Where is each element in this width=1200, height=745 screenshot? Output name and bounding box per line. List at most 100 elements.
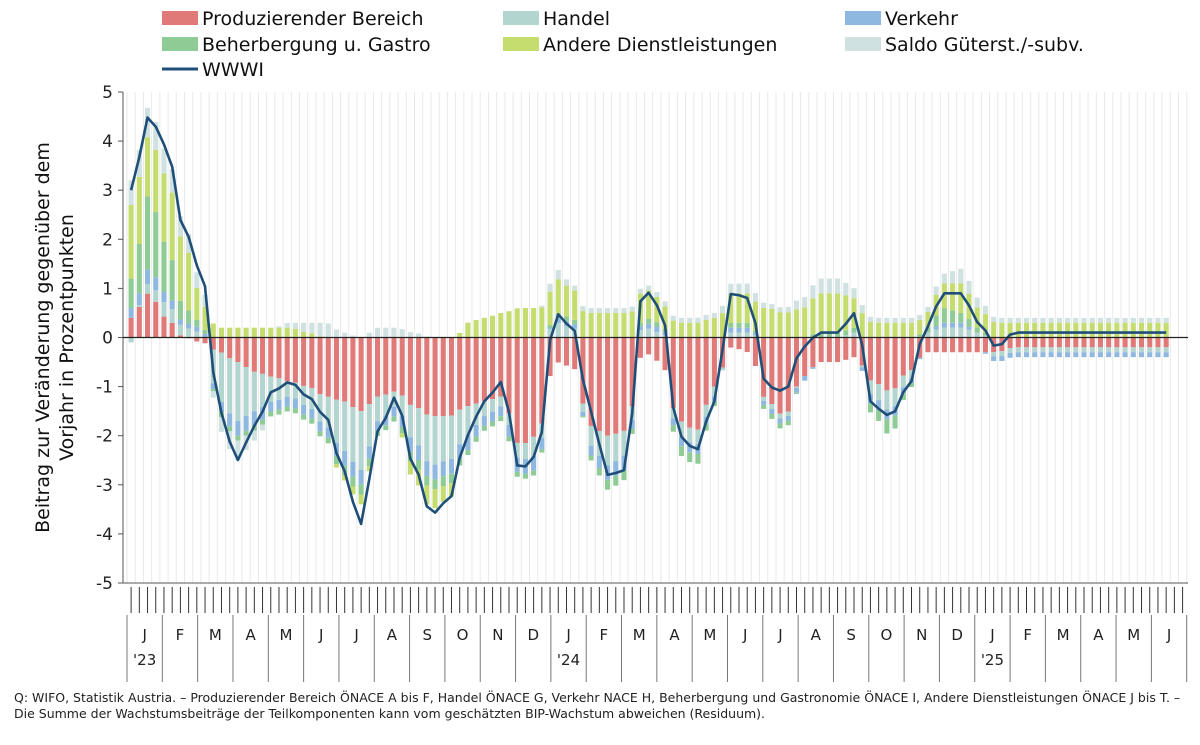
- bar-segment-verkehr: [153, 277, 159, 291]
- bar-segment-gastro: [892, 415, 898, 429]
- bar-segment-andere: [769, 308, 775, 338]
- bar-segment-handel: [605, 435, 611, 466]
- bar-segment-gastro: [366, 458, 372, 467]
- bar-segment-saldo: [1056, 317, 1062, 323]
- bar-segment-verkehr: [1065, 352, 1071, 358]
- bar-segment-andere: [662, 306, 668, 330]
- bar-segment-handel: [892, 388, 898, 407]
- bar-segment-andere: [999, 322, 1005, 338]
- bar-segment-gastro: [284, 406, 290, 412]
- bar-segment-verkehr: [251, 411, 257, 426]
- bar-segment-prod: [826, 337, 832, 363]
- bar-segment-saldo: [309, 322, 315, 334]
- bar-segment-prod: [728, 337, 734, 348]
- bar-segment-handel: [941, 327, 947, 338]
- bar-segment-handel: [153, 290, 159, 302]
- bar-segment-handel: [793, 386, 800, 388]
- bar-segment-gastro: [177, 300, 183, 320]
- bar-segment-andere: [884, 322, 890, 338]
- bar-segment-saldo: [670, 315, 676, 321]
- bar-segment-andere: [876, 322, 882, 338]
- bar-segment-prod: [432, 337, 438, 417]
- bar-segment-handel: [383, 394, 389, 416]
- bar-segment-handel: [531, 436, 537, 456]
- bar-segment-saldo: [1097, 317, 1103, 323]
- bar-segment-handel: [555, 323, 561, 338]
- bar-segment-prod: [802, 337, 808, 376]
- bar-segment-verkehr: [473, 424, 479, 437]
- legend-item-saldo: Saldo Güterst./-subv.: [845, 34, 1084, 56]
- bar-segment-handel: [498, 396, 504, 407]
- bar-segment-saldo: [375, 327, 381, 338]
- bar-segment-prod: [136, 306, 142, 338]
- bar-segment-saldo: [1089, 317, 1095, 323]
- bar-segment-handel: [580, 403, 586, 413]
- bar-segment-handel: [1023, 347, 1030, 353]
- bar-segment-verkehr: [547, 328, 553, 330]
- bar-segment-verkehr: [687, 442, 693, 453]
- bar-segment-gastro: [506, 436, 512, 442]
- month-label: A: [245, 626, 256, 644]
- bar-segment-prod: [1065, 337, 1071, 348]
- bar-segment-prod: [235, 337, 241, 363]
- bar-segment-gastro: [695, 454, 701, 464]
- bar-segment-prod: [736, 337, 742, 350]
- bar-segment-prod: [941, 337, 947, 353]
- bar-segment-gastro: [835, 332, 841, 338]
- bar-segment-andere: [169, 192, 175, 261]
- bar-segment-handel: [243, 367, 249, 416]
- bar-segment-andere: [793, 309, 800, 338]
- month-label: S: [846, 626, 856, 644]
- bar-segment-gastro: [243, 430, 249, 436]
- bar-segment-prod: [284, 337, 290, 382]
- bar-segment-verkehr: [613, 461, 619, 476]
- bar-segment-gastro: [169, 260, 175, 301]
- bar-segment-handel: [342, 401, 348, 451]
- legend-label-andere: Andere Dienstleistungen: [543, 34, 777, 56]
- bar-segment-prod: [448, 337, 455, 416]
- bar-segment-handel: [1015, 347, 1021, 353]
- bar-segment-handel: [613, 433, 619, 462]
- bar-segment-prod: [703, 337, 709, 405]
- bar-segment-verkehr: [958, 322, 964, 328]
- bar-segment-andere: [1073, 322, 1079, 338]
- bar-segment-verkehr: [999, 356, 1005, 361]
- bar-segment-andere: [194, 287, 200, 320]
- bar-segment-saldo: [769, 304, 775, 309]
- bar-segment-handel: [695, 429, 701, 445]
- bar-segment-saldo: [350, 335, 356, 338]
- bar-segment-andere: [284, 327, 290, 338]
- bar-segment-handel: [785, 411, 791, 416]
- bar-segment-handel: [933, 329, 939, 338]
- bar-segment-andere: [448, 483, 455, 497]
- bar-segment-verkehr: [350, 461, 356, 477]
- bar-segment-saldo: [128, 180, 134, 205]
- bar-segment-prod: [194, 337, 200, 342]
- bar-segment-handel: [588, 425, 594, 446]
- bar-segment-andere: [136, 176, 142, 244]
- bar-segment-handel: [777, 413, 783, 419]
- bar-segment-saldo: [563, 279, 570, 286]
- bar-segment-handel: [1163, 347, 1169, 353]
- bar-segment-andere: [292, 328, 298, 338]
- bar-segment-saldo: [662, 301, 668, 307]
- bar-segment-andere: [325, 443, 331, 444]
- bar-segment-prod: [1122, 337, 1128, 348]
- bar-segment-gastro: [966, 319, 972, 327]
- bar-segment-verkehr: [744, 327, 750, 333]
- bar-segment-saldo: [1155, 317, 1161, 323]
- bar-segment-saldo: [333, 329, 340, 338]
- bar-segment-handel: [218, 352, 225, 403]
- bar-segment-prod: [835, 337, 841, 363]
- bar-segment-prod: [161, 316, 167, 338]
- bar-segment-handel: [859, 365, 865, 368]
- bar-segment-gastro: [563, 316, 570, 322]
- bar-segment-gastro: [383, 425, 389, 431]
- bar-segment-gastro: [481, 425, 487, 431]
- bar-segment-prod: [744, 337, 750, 353]
- bar-segment-handel: [703, 404, 709, 417]
- bar-segment-prod: [711, 337, 717, 387]
- legend-label-verkehr: Verkehr: [885, 8, 958, 30]
- bar-segment-handel: [1138, 347, 1145, 353]
- bar-segment-saldo: [547, 283, 553, 292]
